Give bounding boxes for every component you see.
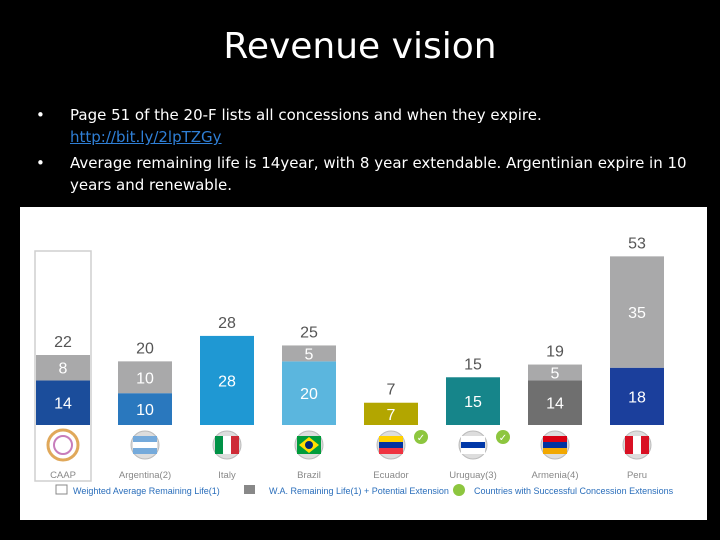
slide-title: Revenue vision bbox=[223, 26, 497, 67]
flag-stripe bbox=[133, 442, 157, 448]
category-label: Brazil bbox=[297, 470, 321, 481]
flag-stripe bbox=[379, 436, 403, 442]
flag-stripe bbox=[543, 436, 567, 442]
flag-stripe bbox=[215, 436, 223, 454]
category-label: Argentina(2) bbox=[119, 470, 171, 481]
segment-label: 10 bbox=[136, 370, 154, 387]
check-glyph: ✓ bbox=[499, 433, 507, 444]
flag-stripe bbox=[625, 436, 633, 454]
bullet-dot: • bbox=[36, 106, 45, 124]
segment-label: 5 bbox=[551, 366, 560, 383]
segment-label: 5 bbox=[305, 346, 314, 363]
total-label: 7 bbox=[387, 382, 396, 399]
category-label: Armenia(4) bbox=[532, 470, 579, 481]
bar-w-avg-life bbox=[282, 361, 336, 425]
bullet-list: • Page 51 of the 20-F lists all concessi… bbox=[36, 104, 696, 200]
bar-extension bbox=[610, 256, 664, 368]
flag-stripe bbox=[543, 448, 567, 454]
flag-stripe bbox=[305, 441, 313, 449]
segment-label: 14 bbox=[54, 396, 72, 413]
bar-w-avg-life bbox=[118, 393, 172, 425]
chart-panel: 14 8 22 CAAP 10 10 20 Argentina(2) 28 28 Italy 20 5 2… bbox=[20, 207, 707, 520]
total-label: 15 bbox=[464, 356, 482, 373]
flag-stripe bbox=[543, 442, 567, 448]
bitly-link[interactable]: http://bit.ly/2lpTZGy bbox=[70, 128, 222, 146]
caap-highlight-box bbox=[34, 250, 92, 482]
caap-logo-icon bbox=[46, 428, 80, 462]
segment-label: 7 bbox=[387, 407, 396, 424]
category-label: Ecuador bbox=[373, 470, 408, 481]
bar-extension bbox=[528, 364, 582, 381]
flag-stripe bbox=[461, 436, 485, 442]
total-label: 20 bbox=[136, 340, 154, 357]
bullet-dot: • bbox=[36, 154, 45, 172]
segment-label: 35 bbox=[628, 305, 646, 322]
flag-stripe bbox=[633, 436, 641, 454]
bar-w-avg-life bbox=[528, 380, 582, 425]
legend-box-icon bbox=[55, 484, 68, 495]
category-label: Uruguay(3) bbox=[449, 470, 497, 481]
total-label: 22 bbox=[54, 334, 72, 351]
flag-stripe bbox=[461, 442, 485, 448]
category-label: CAAP bbox=[50, 470, 76, 481]
flag-stripe bbox=[461, 448, 485, 454]
bar-w-avg-life bbox=[610, 367, 664, 425]
segment-label: 14 bbox=[546, 396, 564, 413]
total-label: 28 bbox=[218, 315, 236, 332]
bar-w-avg-life bbox=[446, 377, 500, 425]
success-check-icon bbox=[414, 430, 428, 444]
segment-label: 15 bbox=[464, 394, 482, 411]
flag-stripe bbox=[641, 436, 649, 454]
check-glyph: ✓ bbox=[417, 433, 425, 444]
legend-gray-icon bbox=[244, 485, 255, 494]
flag-stripe bbox=[133, 448, 157, 454]
bar-extension bbox=[36, 355, 90, 381]
segment-label: 28 bbox=[218, 373, 236, 390]
bar-w-avg-life bbox=[364, 402, 418, 425]
segment-label: 10 bbox=[136, 402, 154, 419]
flag-stripe bbox=[379, 448, 403, 454]
segment-label: 20 bbox=[300, 386, 318, 403]
flag-stripe bbox=[223, 436, 231, 454]
segment-label: 8 bbox=[59, 361, 68, 378]
legend-label: Countries with Successful Concession Ext… bbox=[474, 486, 674, 496]
category-label: Peru bbox=[627, 470, 647, 481]
legend-label: Weighted Average Remaining Life(1) bbox=[73, 486, 220, 496]
segment-label: 18 bbox=[628, 389, 646, 406]
caap-logo-inner-icon bbox=[53, 435, 73, 455]
bullet-text: Page 51 of the 20-F lists all concession… bbox=[70, 106, 542, 124]
total-label: 25 bbox=[300, 324, 318, 341]
legend-label: W.A. Remaining Life(1) + Potential Exten… bbox=[269, 486, 449, 496]
bullet-text: Average remaining life is 14year, with 8… bbox=[70, 154, 687, 194]
flag-stripe bbox=[231, 436, 239, 454]
category-label: Italy bbox=[218, 470, 236, 481]
bar-w-avg-life bbox=[36, 380, 90, 425]
bar-extension bbox=[282, 345, 336, 362]
bullet-item: • Page 51 of the 20-F lists all concessi… bbox=[36, 104, 696, 148]
success-check-icon bbox=[496, 430, 510, 444]
bar-w-avg-life bbox=[200, 335, 254, 425]
total-label: 53 bbox=[628, 235, 646, 252]
flag-stripe bbox=[133, 436, 157, 442]
bar-extension bbox=[118, 361, 172, 394]
flag-stripe bbox=[379, 442, 403, 448]
total-label: 19 bbox=[546, 344, 564, 361]
stacked-bar-chart: 14 8 22 CAAP 10 10 20 Argentina(2) 28 28 Italy 20 5 2… bbox=[34, 235, 674, 496]
legend-check-icon bbox=[453, 484, 465, 496]
bullet-item: • Average remaining life is 14year, with… bbox=[36, 152, 696, 196]
